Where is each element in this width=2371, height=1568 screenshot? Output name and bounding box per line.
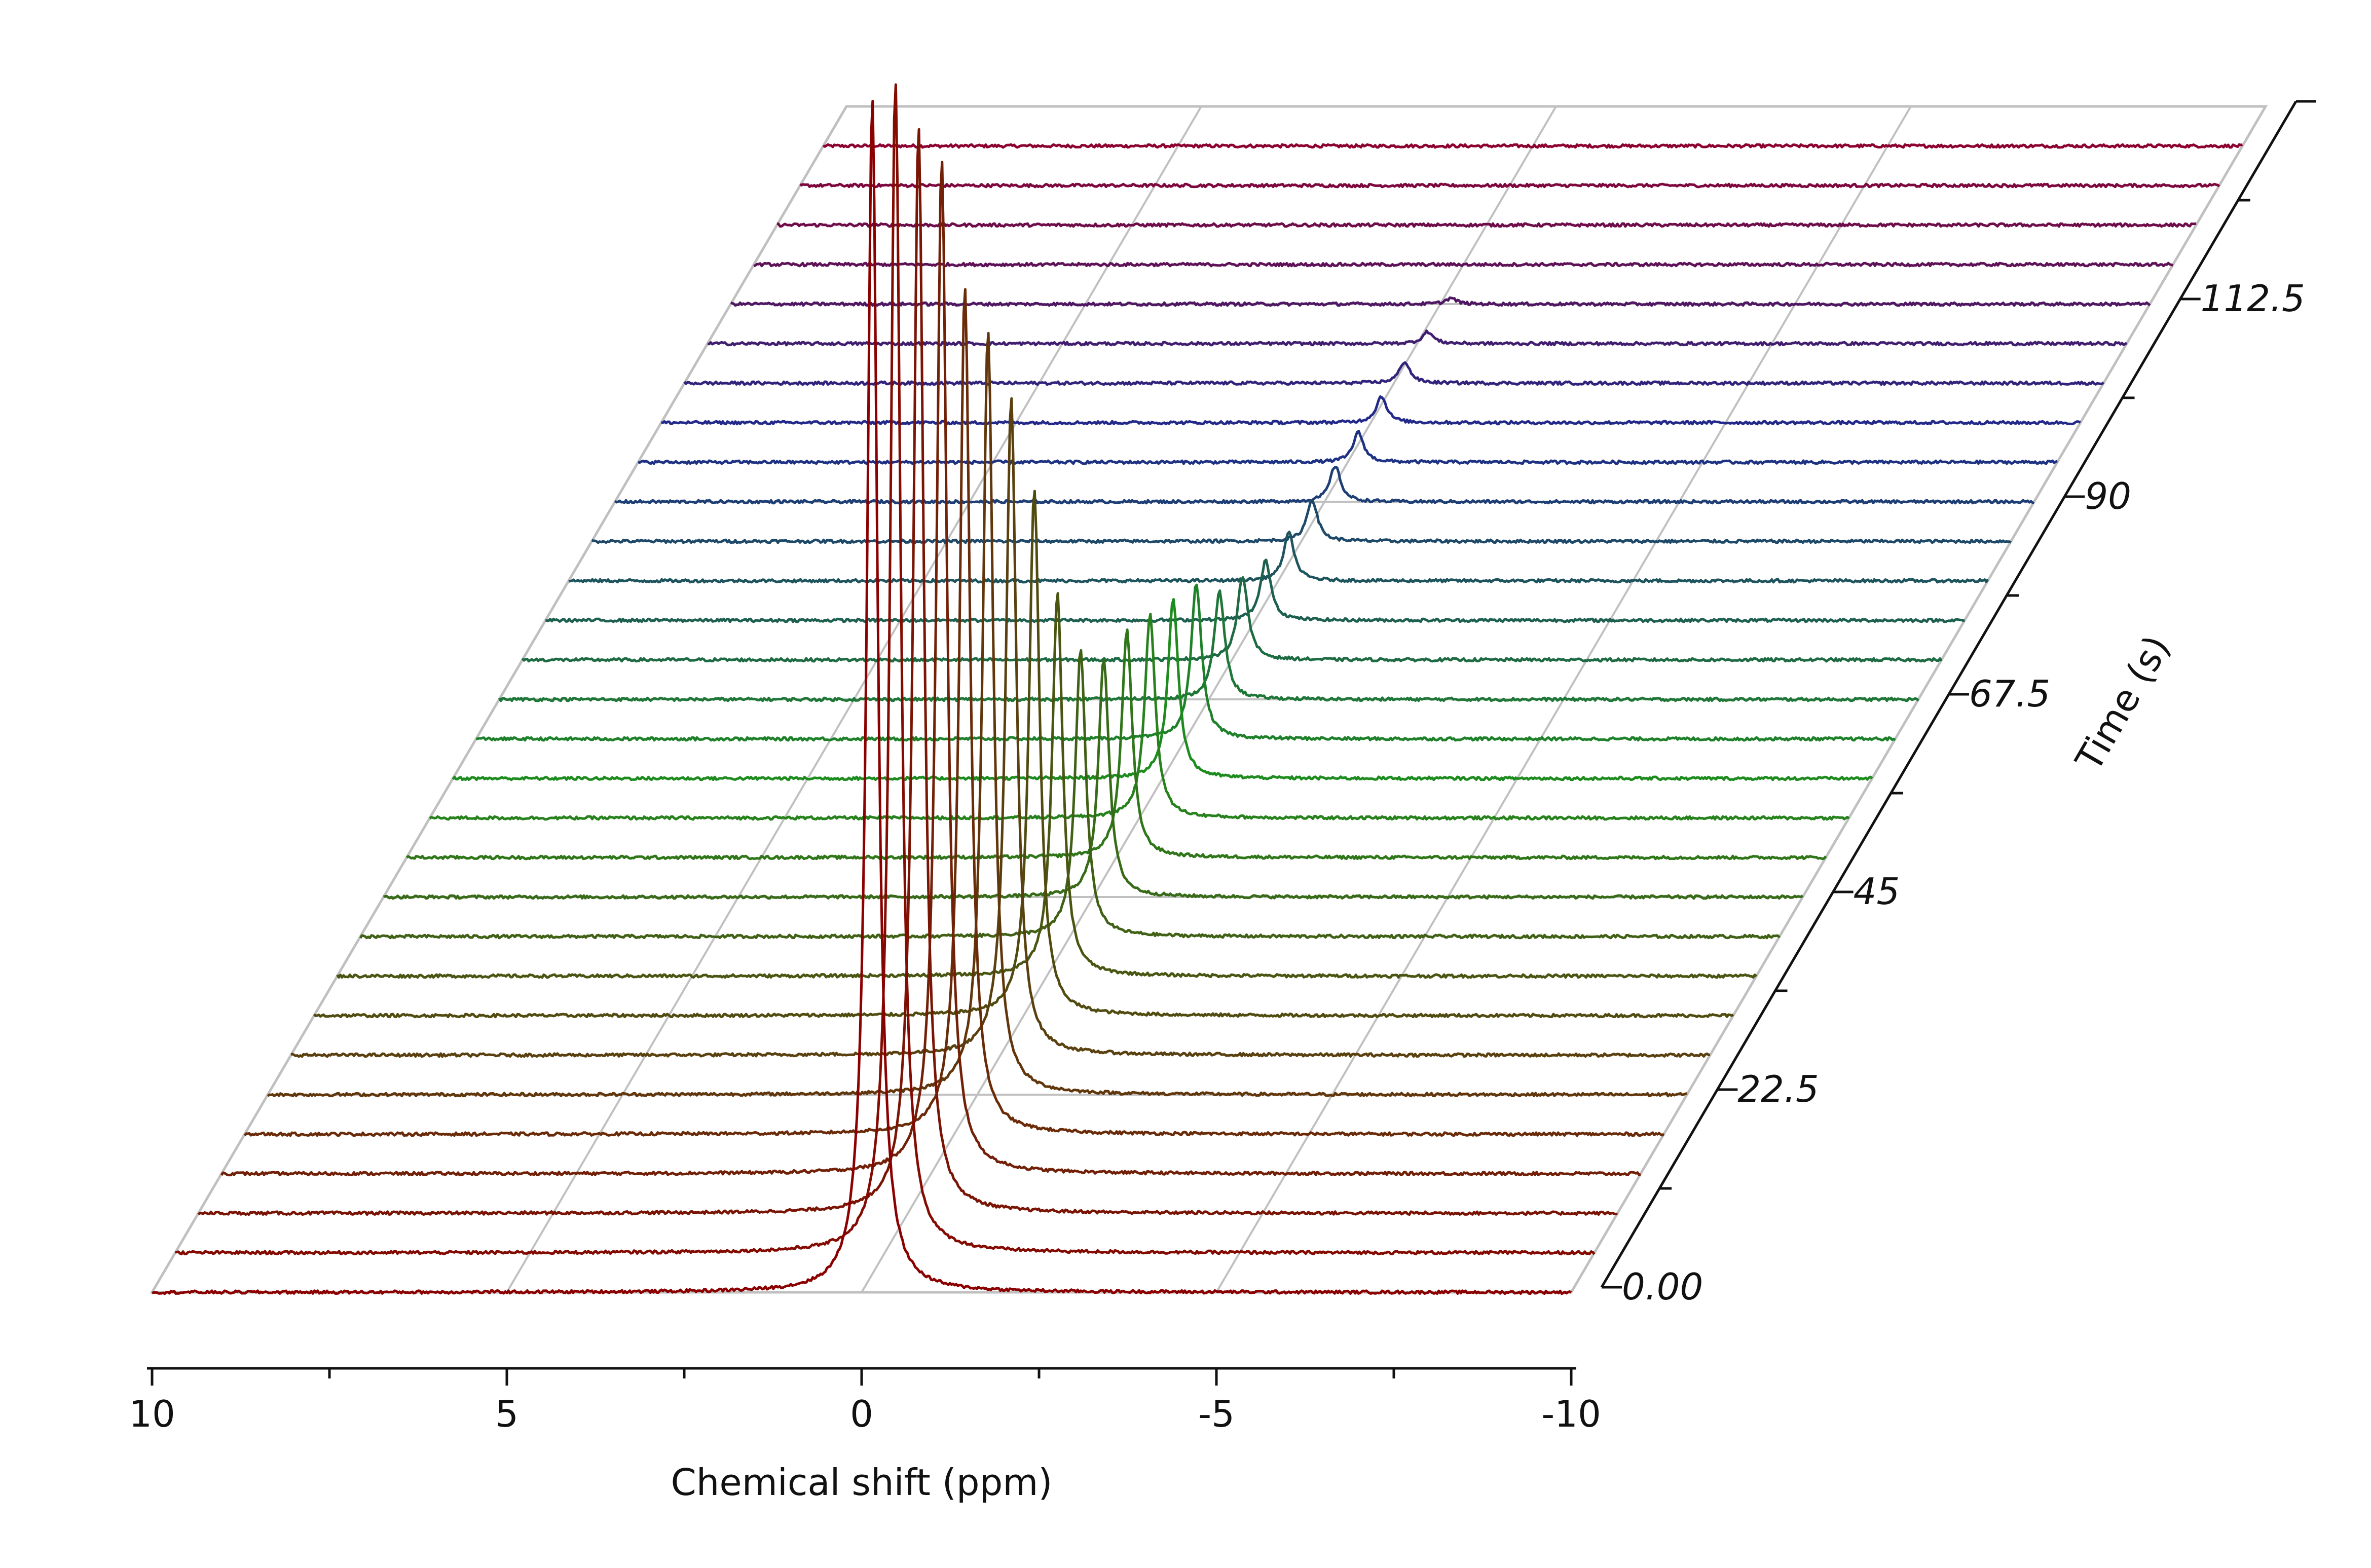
spectrum-line-10 [383, 658, 1804, 900]
time-tick-label: 90 [2085, 475, 2131, 517]
spectrum-line-20 [614, 466, 2034, 505]
spectrum-line-4 [243, 288, 1665, 1137]
spectrum-line-3 [220, 161, 1642, 1177]
x-tick-label: 10 [129, 1393, 175, 1435]
x-tick-label: -5 [1198, 1393, 1235, 1435]
spectrum-line-25 [730, 296, 2151, 307]
time-tick-label: 0.00 [1622, 1265, 1703, 1308]
spectrum-line-17 [545, 558, 1965, 623]
spectrum-line-6 [290, 397, 1711, 1058]
spectrum-line-13 [452, 598, 1873, 781]
spectrum-line-29 [822, 143, 2243, 149]
spectrum-line-16 [521, 576, 1943, 663]
spectrum-line-14 [476, 583, 1896, 742]
spectrum-line-7 [313, 490, 1734, 1019]
x-axis-title: Chemical shift (ppm) [671, 1461, 1052, 1504]
spectrum-line-21 [637, 430, 2058, 465]
spectrum-line-12 [429, 613, 1850, 821]
y-axis-title: Time (s) [2067, 628, 2178, 778]
spectrum-line-9 [359, 649, 1781, 940]
spectrum-line-27 [776, 222, 2197, 228]
spectrum-line-5 [267, 331, 1688, 1098]
spectrum-line-28 [799, 182, 2220, 189]
time-tick-label: 67.5 [1969, 673, 2050, 715]
spectrum-line-1 [175, 83, 1596, 1256]
spectrum-line-11 [405, 628, 1827, 861]
axis-layer: 10 5 0 -5 -10 0.00 22.5 45 67.5 90 112.5 [129, 100, 2316, 1435]
x-tick-label: 0 [850, 1393, 873, 1435]
spectrum-line-18 [568, 531, 1989, 584]
time-tick-label: 112.5 [2201, 277, 2305, 320]
spectrum-line-19 [591, 499, 2012, 544]
x-tick-label: -10 [1541, 1393, 1601, 1435]
spectrum-line-0 [152, 100, 1572, 1295]
spectrum-line-8 [336, 592, 1758, 979]
spectrum-line-22 [661, 395, 2081, 426]
time-tick-label: 22.5 [1737, 1068, 1819, 1110]
grid-layer [150, 105, 2268, 1294]
spectrum-line-2 [197, 128, 1618, 1216]
spectrum-line-15 [498, 589, 1919, 702]
time-tick-label: 45 [1854, 870, 1900, 913]
x-tick-label: 5 [495, 1393, 518, 1435]
spectrum-line-26 [753, 262, 2174, 268]
series-layer [152, 83, 2243, 1295]
